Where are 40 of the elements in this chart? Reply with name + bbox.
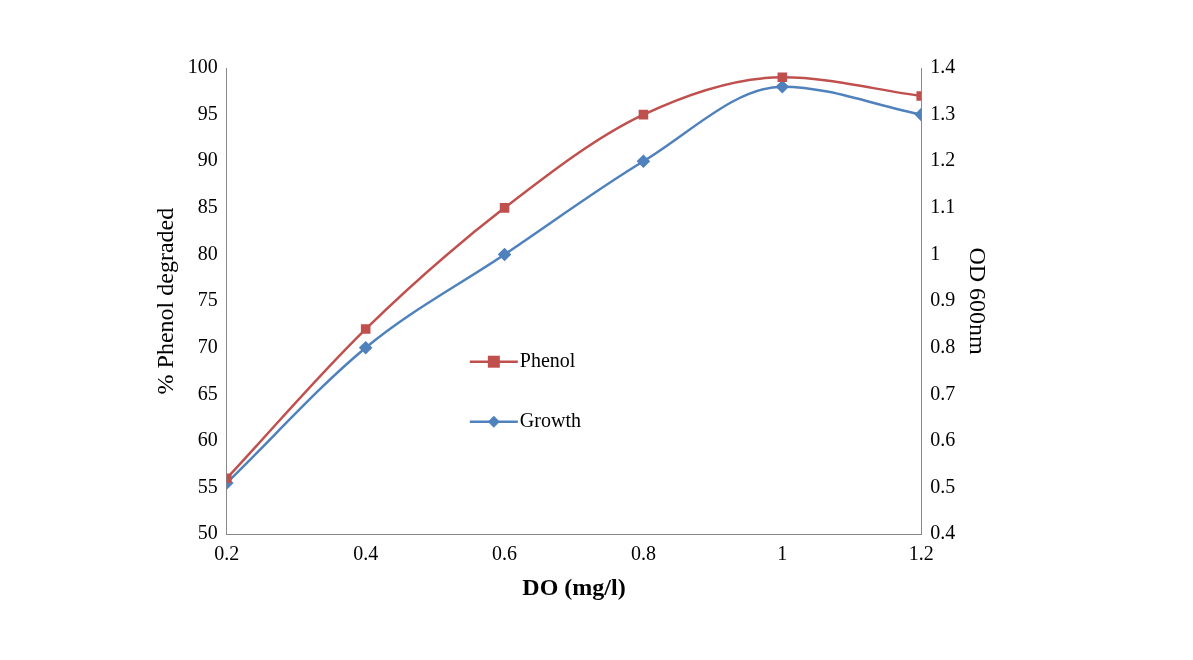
y2-tick-label: 0.9	[930, 288, 956, 311]
point	[638, 109, 649, 120]
y2-tick-label: 0.4	[930, 521, 956, 544]
point	[360, 324, 371, 334]
y-tick-label: 85	[197, 195, 218, 218]
y-tick-label: 75	[197, 288, 218, 311]
x-tick-label: 0.4	[353, 542, 379, 565]
y-tick-label: 70	[197, 334, 218, 357]
y2-tick-label: 0.8	[930, 334, 956, 357]
y-tick-label: 100	[187, 55, 218, 78]
point	[637, 154, 650, 168]
x-tick-label: 0.6	[492, 542, 518, 565]
point	[777, 72, 788, 83]
y2-axis-title: OD 600nm	[965, 247, 992, 356]
point	[359, 341, 372, 354]
y2-tick-label: 0.7	[930, 381, 956, 404]
x-tick-label: 1.2	[908, 542, 934, 565]
y2-tick-label: 0.5	[930, 474, 956, 497]
y2-tick-label: 1.2	[930, 148, 956, 171]
y-tick-label: 90	[197, 148, 218, 171]
y2-tick-label: 1.4	[930, 55, 956, 78]
point	[499, 203, 510, 213]
y-tick-label: 60	[197, 428, 218, 451]
y-tick-label: 55	[197, 474, 218, 497]
legend-label: Phenol	[519, 348, 576, 371]
y2-tick-label: 0.6	[930, 428, 956, 451]
y-tick-label: 80	[197, 241, 218, 264]
x-tick-label: 0.2	[214, 542, 240, 565]
y-tick-label: 95	[197, 101, 218, 124]
y2-tick-label: 1.1	[930, 195, 956, 218]
y-tick-label: 50	[197, 521, 218, 544]
point	[498, 248, 511, 261]
y-tick-label: 65	[197, 381, 218, 404]
y-axis-title: % Phenol degraded	[151, 207, 178, 395]
x-tick-label: 0.8	[630, 542, 656, 565]
x-axis-title: DO (mg/l)	[522, 573, 626, 600]
y2-tick-label: 1	[930, 241, 941, 264]
y2-tick-label: 1.3	[930, 101, 956, 124]
x-tick-label: 1	[777, 542, 788, 565]
legend-label: Growth	[519, 408, 581, 431]
